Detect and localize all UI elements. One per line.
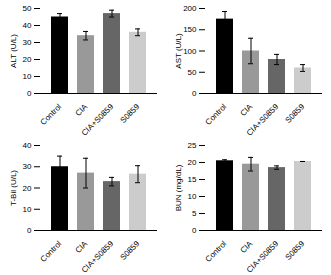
svg-text:Control: Control (39, 102, 64, 127)
svg-text:0: 0 (27, 89, 32, 98)
svg-text:20: 20 (23, 55, 32, 64)
svg-text:CIA+S0859: CIA+S0859 (245, 102, 281, 137)
svg-text:S0859: S0859 (283, 102, 306, 125)
svg-text:5: 5 (192, 209, 197, 218)
svg-text:T-Bil (U/L): T-Bil (U/L) (9, 170, 18, 206)
svg-text:CIA: CIA (238, 239, 254, 255)
svg-text:40: 40 (23, 141, 32, 150)
svg-text:200: 200 (183, 4, 197, 13)
svg-text:CIA+S0859: CIA+S0859 (80, 239, 116, 274)
svg-text:CIA: CIA (238, 102, 254, 118)
svg-text:CIA: CIA (73, 239, 89, 255)
svg-text:10: 10 (188, 192, 197, 201)
svg-text:CIA: CIA (73, 102, 89, 118)
svg-text:S0859: S0859 (283, 239, 306, 262)
svg-text:S0859: S0859 (118, 239, 141, 262)
svg-text:BUN (mg/dL): BUN (mg/dL) (174, 164, 183, 211)
svg-text:30: 30 (23, 162, 32, 171)
svg-text:CIA+S0859: CIA+S0859 (245, 239, 281, 274)
svg-text:50: 50 (23, 4, 32, 13)
svg-text:150: 150 (183, 25, 197, 34)
svg-text:20: 20 (23, 184, 32, 193)
svg-text:Control: Control (204, 102, 229, 127)
svg-text:0: 0 (192, 89, 197, 98)
svg-text:40: 40 (23, 21, 32, 30)
svg-text:0: 0 (192, 226, 197, 235)
svg-text:Control: Control (39, 239, 64, 264)
svg-text:0: 0 (27, 226, 32, 235)
svg-text:15: 15 (188, 175, 197, 184)
svg-text:20: 20 (188, 158, 197, 167)
svg-text:10: 10 (23, 205, 32, 214)
svg-text:25: 25 (188, 141, 197, 150)
svg-text:100: 100 (183, 47, 197, 56)
svg-text:AST (U/L): AST (U/L) (174, 33, 183, 69)
svg-text:S0859: S0859 (118, 102, 141, 125)
svg-text:30: 30 (23, 38, 32, 47)
svg-text:CIA+S0859: CIA+S0859 (80, 102, 116, 137)
svg-text:10: 10 (23, 72, 32, 81)
svg-text:50: 50 (188, 68, 197, 77)
svg-text:ALT (U/L): ALT (U/L) (9, 34, 18, 68)
svg-text:Control: Control (204, 239, 229, 264)
